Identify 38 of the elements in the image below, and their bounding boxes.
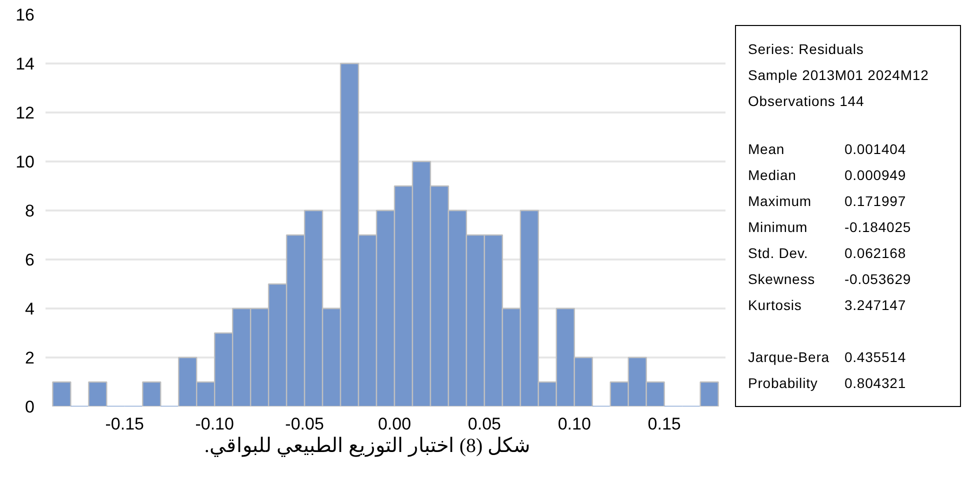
y-tick-label: 12 xyxy=(16,104,35,122)
data-label: 0.062168 xyxy=(843,244,908,263)
category-label: Minimum xyxy=(748,218,809,237)
data-label: -0.184025 xyxy=(843,218,912,237)
category-label: Median xyxy=(748,166,798,185)
x-tick-label: 0.05 xyxy=(468,414,501,434)
y-tick-label: 4 xyxy=(25,300,35,318)
category-label: Skewness xyxy=(748,270,816,289)
y-tick-label: 10 xyxy=(16,152,35,172)
text: Series: Residuals xyxy=(748,40,865,59)
y-tick-label: 8 xyxy=(25,202,35,220)
category-label: Std. Dev. xyxy=(748,244,810,263)
category-label: Kurtosis xyxy=(748,296,803,315)
data-label: 0.001404 xyxy=(843,140,908,159)
text: Sample 2013M01 2024M12 xyxy=(748,66,930,85)
y-tick-label: 14 xyxy=(16,54,35,74)
y-tick-label: 2 xyxy=(25,348,35,368)
x-tick-label: -0.05 xyxy=(285,414,324,434)
data-label: 0.804321 xyxy=(843,374,908,393)
data-label: 0.000949 xyxy=(843,166,908,185)
x-tick-label: 0.15 xyxy=(648,414,681,434)
x-tick-label: 0.00 xyxy=(378,414,412,434)
data-label: 3.247147 xyxy=(843,296,908,315)
y-tick-label: 0 xyxy=(25,398,35,416)
y-tick-label: 6 xyxy=(25,250,35,270)
category-label: Jarque-Bera xyxy=(748,348,830,367)
x-tick-label: 0.10 xyxy=(558,414,591,434)
x-tick-label: -0.15 xyxy=(105,414,144,434)
text: شكل (8) اختبار التوزيع الطبيعي للبواقي. xyxy=(204,434,531,459)
data-label: 0.435514 xyxy=(843,348,908,367)
data-label: 0.171997 xyxy=(843,192,908,211)
text: Observations 144 xyxy=(748,92,866,111)
x-tick-label: -0.10 xyxy=(195,414,234,434)
category-label: Probability xyxy=(748,374,819,393)
category-label: Maximum xyxy=(748,192,812,211)
y-tick-label: 16 xyxy=(16,6,35,24)
data-label: -0.053629 xyxy=(843,270,912,289)
category-label: Mean xyxy=(748,140,786,159)
